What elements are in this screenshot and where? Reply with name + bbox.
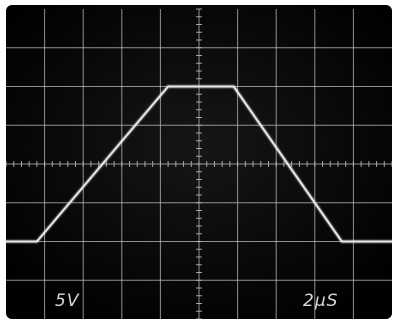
oscilloscope-screen: 5V 2μS bbox=[6, 5, 392, 319]
time-per-div-label: 2μS bbox=[303, 291, 338, 311]
graticule bbox=[6, 8, 392, 319]
trace-layer bbox=[6, 84, 392, 244]
waveform-trace bbox=[6, 85, 392, 243]
volts-per-div-label: 5V bbox=[55, 291, 80, 311]
